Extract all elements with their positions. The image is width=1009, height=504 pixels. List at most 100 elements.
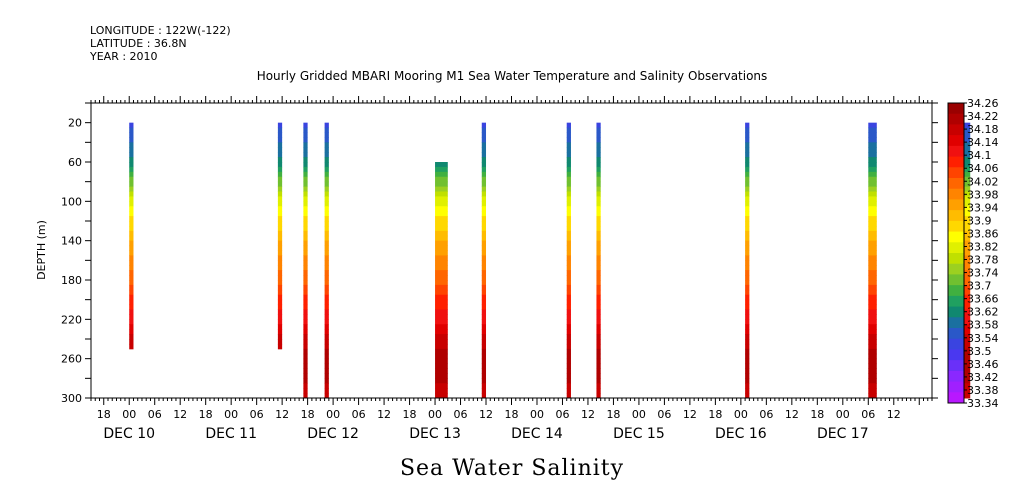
data-cell xyxy=(277,176,283,183)
data-cell xyxy=(435,255,448,261)
data-cell xyxy=(745,388,750,394)
data-cell xyxy=(566,216,571,222)
data-cell xyxy=(566,201,571,207)
x-tick-label: 06 xyxy=(250,408,264,421)
data-cell xyxy=(481,186,487,192)
data-cell xyxy=(596,181,601,188)
data-cell xyxy=(596,339,601,345)
data-cell xyxy=(277,270,283,276)
data-cell xyxy=(324,373,329,379)
data-cell xyxy=(129,122,134,129)
colorbar-label: 33.38 xyxy=(967,384,999,397)
data-cell xyxy=(303,319,308,325)
data-cell xyxy=(745,250,750,256)
data-cell xyxy=(596,221,601,227)
colorbar-swatch xyxy=(948,253,964,265)
data-cell xyxy=(324,393,329,399)
data-cell xyxy=(961,329,971,335)
x-tick-label: 12 xyxy=(377,408,391,421)
data-cell xyxy=(435,393,448,399)
y-tick-label: 260 xyxy=(61,353,82,366)
data-cell xyxy=(481,255,487,261)
data-cell xyxy=(868,245,877,251)
data-cell xyxy=(566,166,571,173)
data-cell xyxy=(303,324,308,330)
data-cell xyxy=(481,329,487,335)
data-cell xyxy=(566,191,571,197)
data-cell xyxy=(129,225,134,232)
data-cell xyxy=(435,358,448,365)
data-cell xyxy=(324,137,329,143)
colorbar-swatch xyxy=(948,263,964,275)
data-cell xyxy=(324,289,329,296)
data-cell xyxy=(566,358,571,365)
colorbar-swatch xyxy=(948,338,964,350)
data-cell xyxy=(481,373,487,379)
colorbar-swatch xyxy=(948,381,964,393)
data-cell xyxy=(481,309,487,315)
data-cell xyxy=(435,191,448,197)
data-cell xyxy=(324,270,329,276)
data-cell xyxy=(868,294,877,301)
data-cell xyxy=(303,334,308,340)
data-cell xyxy=(745,225,750,232)
data-cell xyxy=(596,280,601,286)
data-cell xyxy=(481,137,487,143)
data-cell xyxy=(566,211,571,217)
data-cell xyxy=(961,265,971,271)
data-cell xyxy=(435,334,448,340)
latitude-label: LATITUDE : 36.8N xyxy=(90,37,187,50)
data-cell xyxy=(303,309,308,315)
data-cell xyxy=(435,294,448,301)
data-cell xyxy=(596,260,601,266)
data-cell xyxy=(745,216,750,222)
data-cell xyxy=(745,319,750,325)
data-cell xyxy=(324,339,329,345)
data-cell xyxy=(324,368,329,374)
data-cell xyxy=(324,181,329,188)
data-cell xyxy=(481,162,487,168)
data-cell xyxy=(277,245,283,251)
data-cell xyxy=(481,339,487,345)
colorbar-swatch xyxy=(948,210,964,222)
colorbar-swatch xyxy=(948,231,964,243)
data-cell xyxy=(596,393,601,399)
data-cell xyxy=(961,363,971,369)
data-cell xyxy=(868,343,877,350)
data-cell xyxy=(745,343,750,350)
data-cell xyxy=(303,191,308,197)
data-cell xyxy=(745,201,750,207)
data-cell xyxy=(481,319,487,325)
data-cell xyxy=(868,186,877,192)
colorbar-swatch xyxy=(948,124,964,136)
data-cell xyxy=(868,250,877,256)
longitude-label: LONGITUDE : 122W(-122) xyxy=(90,24,231,37)
data-cell xyxy=(129,171,134,178)
data-cell xyxy=(435,265,448,271)
data-cell xyxy=(566,206,571,212)
data-cell xyxy=(303,314,308,320)
data-cell xyxy=(324,191,329,197)
data-cell xyxy=(745,240,750,247)
data-cell xyxy=(324,275,329,281)
data-cell xyxy=(596,265,601,271)
data-cell xyxy=(868,122,877,129)
data-cell xyxy=(303,368,308,374)
data-cell xyxy=(324,230,329,237)
data-cell xyxy=(129,304,134,310)
data-cell xyxy=(868,353,877,360)
data-cell xyxy=(277,275,283,281)
data-cell xyxy=(303,137,308,143)
data-column xyxy=(596,122,601,399)
data-cell xyxy=(435,383,448,389)
data-cell xyxy=(129,270,134,276)
data-cell xyxy=(596,343,601,350)
data-cell xyxy=(868,166,877,173)
data-cell xyxy=(745,353,750,360)
data-cell xyxy=(277,304,283,310)
x-tick-label: 06 xyxy=(454,408,468,421)
data-cell xyxy=(303,294,308,301)
data-cell xyxy=(481,270,487,276)
data-cell xyxy=(324,280,329,286)
data-cell xyxy=(961,314,971,320)
